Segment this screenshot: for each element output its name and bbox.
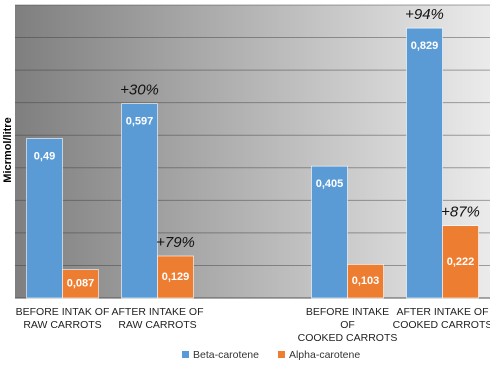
bar bbox=[62, 269, 99, 299]
x-tick-label: AFTER INTAKE OF COOKED CARROTS bbox=[392, 306, 490, 331]
annotation: +87% bbox=[441, 204, 480, 221]
annotation: +79% bbox=[156, 234, 195, 251]
annotation: +30% bbox=[120, 82, 159, 99]
bar bbox=[157, 255, 194, 299]
bar bbox=[311, 165, 348, 299]
bar bbox=[121, 103, 158, 299]
x-tick-label: BEFORE INTAK OF RAW CARROTS bbox=[15, 306, 110, 331]
value-label: 0,222 bbox=[447, 256, 475, 268]
bar bbox=[26, 138, 63, 299]
legend-swatch bbox=[277, 351, 285, 358]
legend-label: Alpha-carotene bbox=[289, 349, 360, 361]
legend-swatch bbox=[182, 351, 189, 358]
value-label: 0,103 bbox=[352, 275, 380, 287]
x-tick-label: AFTER INTAKE OF RAW CARROTS bbox=[111, 306, 204, 331]
value-label: 0,49 bbox=[34, 150, 55, 162]
x-tick-label: BEFORE INTAKE OF COOKED CARROTS bbox=[297, 306, 398, 344]
value-label: 0,087 bbox=[67, 278, 95, 290]
bar bbox=[347, 264, 384, 299]
bar bbox=[442, 225, 479, 299]
value-label: 0,597 bbox=[126, 116, 154, 128]
legend-label: Beta-carotene bbox=[193, 349, 259, 361]
value-label: 0,405 bbox=[316, 178, 344, 190]
y-axis-label: Micrmol/litre bbox=[2, 117, 14, 182]
value-label: 0,129 bbox=[162, 271, 190, 283]
bar bbox=[406, 27, 443, 299]
annotation: +94% bbox=[405, 6, 444, 23]
value-label: 0,829 bbox=[411, 40, 439, 52]
